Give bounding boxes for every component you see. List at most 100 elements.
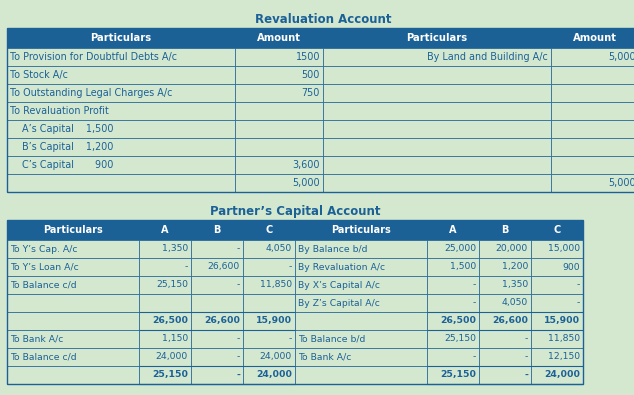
Bar: [295, 366, 427, 384]
Bar: [191, 220, 243, 240]
Text: -: -: [288, 335, 292, 344]
Text: 3,600: 3,600: [292, 160, 320, 170]
Bar: [139, 312, 191, 330]
Bar: [427, 220, 479, 240]
Text: To Bank A/c: To Bank A/c: [298, 352, 351, 361]
Bar: [243, 348, 295, 366]
Text: 1,500: 1,500: [450, 263, 476, 271]
Text: A: A: [450, 225, 456, 235]
Bar: [295, 258, 427, 276]
Bar: [235, 102, 323, 120]
Bar: [235, 120, 323, 138]
Text: -: -: [524, 335, 528, 344]
Text: Particulars: Particulars: [406, 33, 467, 43]
Bar: [551, 48, 634, 66]
Bar: [479, 220, 531, 240]
Bar: [243, 312, 295, 330]
Bar: [7, 156, 235, 174]
Text: 26,500: 26,500: [152, 316, 188, 325]
Text: -: -: [236, 371, 240, 380]
Text: To Y’s Loan A/c: To Y’s Loan A/c: [10, 263, 79, 271]
Text: 4,050: 4,050: [501, 299, 528, 307]
Bar: [235, 138, 323, 156]
Bar: [139, 220, 191, 240]
Text: 11,850: 11,850: [548, 335, 580, 344]
Bar: [295, 276, 427, 294]
Bar: [295, 240, 427, 258]
Bar: [427, 240, 479, 258]
Text: 4,050: 4,050: [266, 245, 292, 254]
Bar: [7, 120, 235, 138]
Bar: [7, 66, 235, 84]
Bar: [531, 220, 583, 240]
Text: 25,150: 25,150: [156, 280, 188, 290]
Bar: [235, 48, 323, 66]
Bar: [323, 66, 551, 84]
Bar: [191, 240, 243, 258]
Bar: [427, 276, 479, 294]
Text: -: -: [472, 299, 476, 307]
Text: 1500: 1500: [295, 52, 320, 62]
Bar: [531, 258, 583, 276]
Bar: [243, 240, 295, 258]
Text: 25,150: 25,150: [444, 335, 476, 344]
Bar: [139, 276, 191, 294]
Bar: [7, 330, 139, 348]
Text: 26,600: 26,600: [204, 316, 240, 325]
Text: 26,500: 26,500: [440, 316, 476, 325]
Bar: [323, 28, 551, 48]
Bar: [7, 366, 139, 384]
Text: 24,000: 24,000: [544, 371, 580, 380]
Bar: [531, 366, 583, 384]
Text: To Outstanding Legal Charges A/c: To Outstanding Legal Charges A/c: [10, 88, 172, 98]
Bar: [551, 84, 634, 102]
Text: By Z’s Capital A/c: By Z’s Capital A/c: [298, 299, 380, 307]
Text: C: C: [553, 225, 560, 235]
Text: A: A: [161, 225, 169, 235]
Bar: [243, 220, 295, 240]
Text: 24,000: 24,000: [260, 352, 292, 361]
Text: A’s Capital    1,500: A’s Capital 1,500: [10, 124, 113, 134]
Bar: [479, 330, 531, 348]
Text: C’s Capital       900: C’s Capital 900: [10, 160, 113, 170]
Bar: [551, 66, 634, 84]
Bar: [7, 294, 139, 312]
Text: To Balance c/d: To Balance c/d: [10, 352, 77, 361]
Bar: [191, 276, 243, 294]
Bar: [7, 258, 139, 276]
Bar: [479, 348, 531, 366]
Bar: [427, 366, 479, 384]
Bar: [427, 294, 479, 312]
Bar: [323, 84, 551, 102]
Text: 12,150: 12,150: [548, 352, 580, 361]
Text: To Provision for Doubtful Debts A/c: To Provision for Doubtful Debts A/c: [10, 52, 177, 62]
Bar: [139, 240, 191, 258]
Text: -: -: [577, 299, 580, 307]
Bar: [191, 294, 243, 312]
Text: -: -: [288, 263, 292, 271]
Bar: [551, 28, 634, 48]
Text: 24,000: 24,000: [256, 371, 292, 380]
Bar: [531, 240, 583, 258]
Bar: [7, 220, 583, 384]
Text: -: -: [524, 352, 528, 361]
Bar: [139, 366, 191, 384]
Text: -: -: [472, 280, 476, 290]
Bar: [323, 156, 551, 174]
Bar: [191, 258, 243, 276]
Bar: [479, 258, 531, 276]
Text: 20,000: 20,000: [496, 245, 528, 254]
Text: 26,600: 26,600: [492, 316, 528, 325]
Bar: [531, 312, 583, 330]
Bar: [7, 28, 634, 192]
Bar: [295, 312, 427, 330]
Text: 24,000: 24,000: [156, 352, 188, 361]
Text: 1,200: 1,200: [501, 263, 528, 271]
Text: B: B: [501, 225, 508, 235]
Bar: [243, 366, 295, 384]
Text: To Bank A/c: To Bank A/c: [10, 335, 63, 344]
Bar: [7, 84, 235, 102]
Bar: [531, 330, 583, 348]
Bar: [7, 138, 235, 156]
Text: 25,000: 25,000: [444, 245, 476, 254]
